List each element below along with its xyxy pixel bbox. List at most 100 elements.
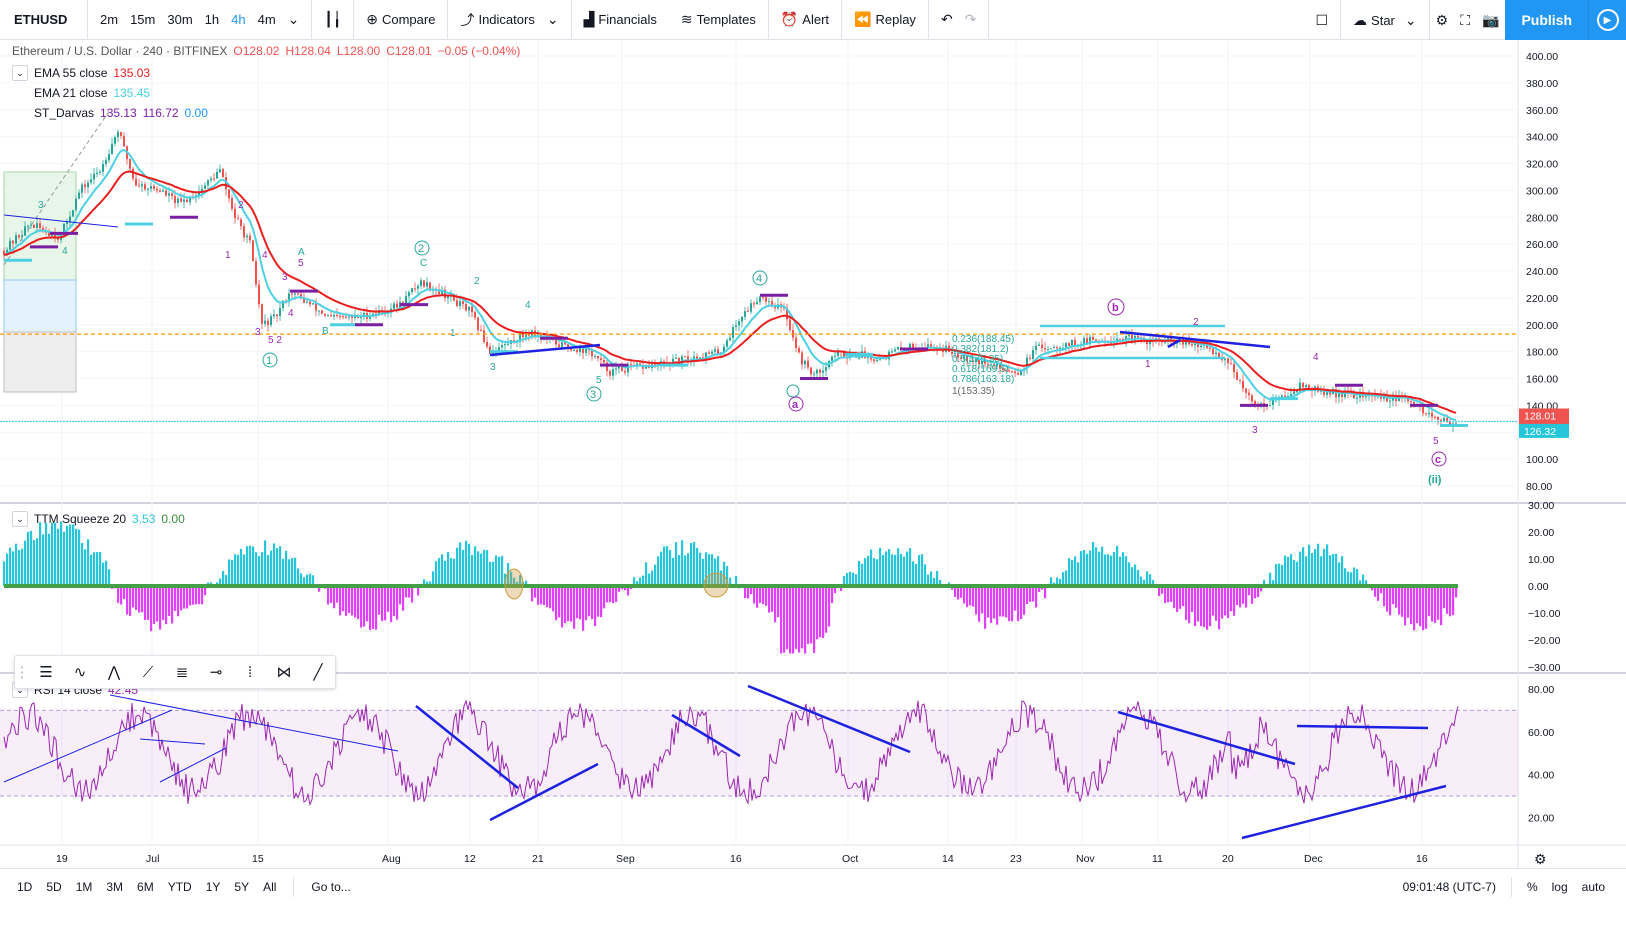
elliott-correction-tool-button[interactable]: ⋀ [97, 656, 131, 688]
candles-style-button[interactable]: ┃╽ [318, 5, 347, 35]
indicators-button[interactable]: ⤴ Indicators ⌄ [454, 5, 564, 35]
rsi-trend-line [415, 705, 519, 789]
wave-label-ii: (ii) [1428, 474, 1442, 486]
ttm-bar [912, 561, 915, 586]
chart-canvas[interactable]: 400.00380.00360.00340.00320.00300.00280.… [0, 40, 1626, 868]
interval-4h[interactable]: 4h [231, 12, 246, 27]
range-1m[interactable]: 1M [75, 879, 93, 894]
templates-button[interactable]: ≋ Templates [675, 5, 762, 35]
candle-body [57, 238, 59, 240]
horizontal-ray-tool-button[interactable]: ⊸ [199, 656, 233, 688]
symbol-search[interactable]: ETHUSD [0, 0, 88, 40]
ttm-bar [1245, 586, 1248, 608]
ttm-bar [1311, 553, 1314, 586]
elliott-impulse-tool-button[interactable]: ∿ [63, 656, 97, 688]
ttm-bar [252, 546, 255, 586]
replay-button[interactable]: ⏪ Replay [848, 5, 922, 35]
ttm-bar [903, 556, 906, 586]
auto-scale-toggle[interactable]: auto [1581, 879, 1605, 894]
candle-body [99, 171, 101, 173]
interval-2m[interactable]: 2m [100, 12, 119, 27]
candle-body [681, 356, 683, 364]
alert-button[interactable]: ⏰ Alert [775, 5, 835, 35]
ttm-bar [1404, 586, 1407, 626]
line-tool-button[interactable]: ╱ [301, 656, 335, 688]
trend-line-main [1167, 338, 1181, 349]
candle-body [276, 314, 278, 317]
collapse-ttm-button[interactable]: ⌄ [12, 511, 28, 527]
range-3m[interactable]: 3M [106, 879, 124, 894]
candle-body [1440, 419, 1442, 421]
ttm-bar [222, 570, 225, 586]
drag-handle-icon[interactable]: ⋮ [14, 664, 30, 681]
range-5d[interactable]: 5D [46, 879, 62, 894]
candle-body [678, 357, 680, 364]
ttm-bar [450, 558, 453, 586]
candle-body [1209, 347, 1211, 349]
redo-button[interactable]: ↷ [959, 5, 983, 35]
interval-15m[interactable]: 15m [130, 12, 156, 27]
vertical-lines-tool-button[interactable]: ⦙ [233, 656, 267, 688]
undo-button[interactable]: ↶ [935, 5, 959, 35]
interval-4m[interactable]: 4m [257, 12, 276, 27]
candle-body [1272, 400, 1274, 405]
ttm-bar [687, 553, 690, 586]
percent-scale-toggle[interactable]: % [1526, 879, 1538, 894]
ttm-bar [819, 586, 822, 638]
ttm-bar [1389, 586, 1392, 616]
fib-tool-button[interactable]: ≣ [165, 656, 199, 688]
ttm-bar [1254, 586, 1257, 599]
ttm-bar [270, 550, 273, 586]
settings-button[interactable]: ⚙ [1430, 5, 1455, 35]
time-axis-tick: 16 [1416, 853, 1428, 865]
candle-body [180, 198, 182, 202]
ttm-bar [303, 577, 306, 586]
ttm-bar [36, 538, 39, 586]
clock-time[interactable]: 09:01:48 (UTC-7) [1402, 879, 1496, 894]
range-1y[interactable]: 1Y [205, 879, 221, 894]
ttm-bar [336, 586, 339, 603]
range-1d[interactable]: 1D [17, 879, 33, 894]
collapse-legend-button[interactable]: ⌄ [12, 65, 28, 81]
log-scale-toggle[interactable]: log [1551, 879, 1568, 894]
compare-button[interactable]: ⊕ Compare [360, 5, 441, 35]
ttm-legend: ⌄ TTM Squeeze 20 3.53 0.00 [12, 511, 185, 527]
ttm-bar [168, 586, 171, 617]
interval-1h[interactable]: 1h [204, 12, 220, 27]
ttm-bar [1122, 552, 1125, 586]
trend-line-tool-button[interactable]: ⟋ [131, 656, 165, 688]
candle-body [1086, 338, 1088, 345]
range-ytd[interactable]: YTD [167, 879, 192, 894]
compare-group: ⊕ Compare [354, 0, 449, 40]
snapshot-button[interactable]: 📷 [1476, 5, 1505, 35]
time-axis-tick: 11 [1152, 853, 1163, 865]
candle-body [477, 317, 479, 331]
interval-30m[interactable]: 30m [167, 12, 193, 27]
financials-button[interactable]: ▟ Financials [578, 5, 663, 35]
pattern-tool-button[interactable]: ⋈ [267, 656, 301, 688]
candle-body [1074, 339, 1076, 345]
candle-body [897, 347, 899, 350]
wave-label-small: 5 2 [268, 335, 282, 346]
bottom-toolbar: 1D 5D 1M 3M 6M YTD 1Y 5Y All Go to... 09… [0, 868, 1626, 904]
fullscreen-button[interactable]: ⛶ [1454, 5, 1476, 35]
range-5y[interactable]: 5Y [234, 879, 250, 894]
publish-button[interactable]: Publish [1505, 0, 1588, 40]
ttm-bar [900, 553, 903, 586]
wave-label-small: 3 [38, 200, 44, 211]
ohlc-low: L128.00 [336, 44, 381, 58]
range-all[interactable]: All [263, 879, 277, 894]
rsi-trend-line [1117, 710, 1296, 766]
ttm-histogram [3, 521, 1458, 654]
time-axis-tick: Oct [842, 853, 858, 865]
play-button[interactable]: ▶ [1588, 0, 1626, 40]
ttm-bar [657, 556, 660, 586]
goto-date-button[interactable]: Go to... [311, 879, 351, 894]
layout-button[interactable]: ☐ [1309, 5, 1334, 35]
star-button[interactable]: ☁ Star ⌄ [1347, 5, 1423, 35]
interval-dropdown[interactable]: ⌄ [282, 5, 306, 35]
range-6m[interactable]: 6M [137, 879, 154, 894]
ttm-bar [96, 552, 99, 586]
horizontal-lines-tool-button[interactable]: ☰ [29, 656, 63, 688]
candle-body [123, 135, 125, 147]
